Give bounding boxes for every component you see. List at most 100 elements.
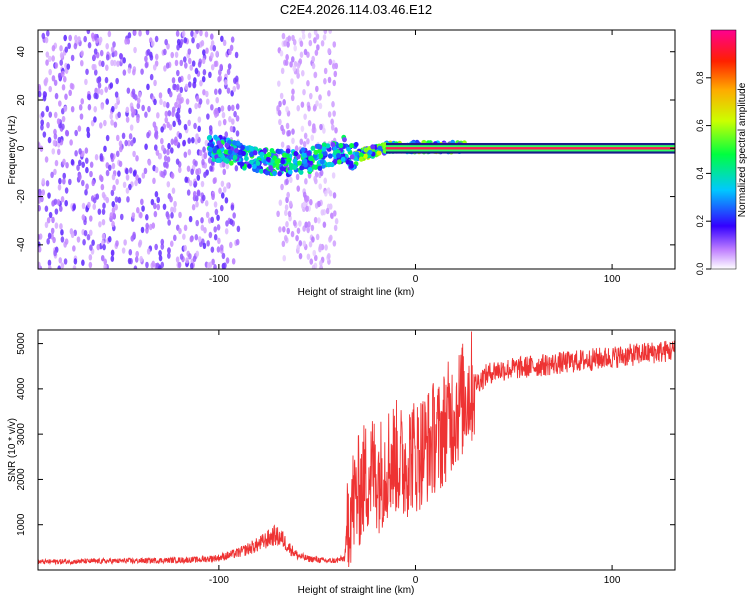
spectrogram-cell <box>41 189 45 195</box>
spectrogram-cell <box>280 184 284 190</box>
spectrogram-cell <box>65 130 69 136</box>
spectrogram-cell <box>174 136 178 142</box>
spectrogram-ridge-cell <box>234 148 239 153</box>
spectrogram-cell <box>194 103 198 109</box>
spectrogram-cell <box>168 110 172 116</box>
spectrogram-cell <box>114 204 118 210</box>
spectrogram-cell <box>306 195 310 201</box>
spectrogram-cell <box>179 60 183 66</box>
spectrogram-data <box>36 27 675 271</box>
spectrogram-cell <box>311 225 315 231</box>
spectrogram-cell <box>299 253 303 259</box>
spectrogram-cell <box>102 192 106 198</box>
spectrogram-ridge-cell <box>263 148 268 153</box>
spectrogram-cell <box>191 137 195 143</box>
spectrogram-cell <box>227 105 231 111</box>
spectrogram-ridge-cell <box>244 156 249 161</box>
spectrogram-cell <box>291 128 295 134</box>
spectrogram-cell <box>115 240 119 246</box>
spectrogram-cell <box>285 178 289 184</box>
spectrogram-cell <box>123 239 127 245</box>
spectrogram-cell <box>87 202 91 208</box>
spectrogram-cell <box>89 262 93 268</box>
spectrogram-cell <box>185 257 189 263</box>
spectrogram-ridge-cell <box>219 143 224 148</box>
spectrogram-cell <box>53 140 57 146</box>
spectrogram-cell <box>128 249 132 255</box>
spectrogram-cell <box>208 72 212 78</box>
spectrogram-cell <box>291 89 295 95</box>
spectrogram-cell <box>186 98 190 104</box>
spectrogram-cell <box>216 215 220 221</box>
spectrogram-cell <box>169 91 173 97</box>
spectrogram-cell <box>65 187 69 193</box>
spectrogram-cell <box>69 139 73 145</box>
spectrogram-cell <box>281 68 285 74</box>
spectrogram-cell <box>45 206 49 212</box>
spectrogram-ytick-label: 20 <box>16 94 27 106</box>
spectrogram-cell <box>117 112 121 118</box>
spectrogram-cell <box>88 42 92 48</box>
spectrogram-cell <box>58 73 62 79</box>
spectrogram-cell <box>62 84 66 90</box>
spectrogram-cell <box>61 262 65 268</box>
spectrogram-cell <box>105 77 109 83</box>
spectrogram-cell <box>167 156 171 162</box>
spectrogram-cell <box>195 251 199 257</box>
spectrogram-ridge-cell <box>333 159 338 164</box>
spectrogram-cell <box>293 220 297 226</box>
spectrogram-cell <box>278 119 282 125</box>
spectrogram-cell <box>110 153 114 159</box>
spectrogram-cell <box>55 93 59 99</box>
spectrogram-cell <box>51 148 55 154</box>
spectrogram-cell <box>139 212 143 218</box>
spectrogram-cell <box>144 168 148 174</box>
spectrogram-ridge-cell <box>354 142 359 147</box>
spectrogram-cell <box>82 214 86 220</box>
spectrogram-cell <box>141 105 145 111</box>
colorbar-tick-label: 0.4 <box>695 167 705 180</box>
spectrogram-cell <box>318 94 322 100</box>
spectrogram-cell <box>206 240 210 246</box>
spectrogram-cell <box>59 223 63 229</box>
spectrogram-cell <box>214 201 218 207</box>
spectrogram-cell <box>115 91 119 97</box>
spectrogram-cell <box>230 126 234 132</box>
figure-title: C2E4.2026.114.03.46.E12 <box>280 2 432 17</box>
spectrogram-cell <box>80 98 84 104</box>
spectrogram-cell <box>178 167 182 173</box>
spectrogram-cell <box>48 86 52 92</box>
spectrogram-cell <box>278 226 282 232</box>
spectrogram-cell <box>180 254 184 260</box>
spectrogram-cell <box>193 256 197 262</box>
spectrogram-cell <box>65 162 69 168</box>
spectrogram-cell <box>213 178 217 184</box>
spectrogram-ridge-cell <box>217 149 222 154</box>
spectrogram-cell <box>203 243 207 249</box>
spectrogram-cell <box>170 212 174 218</box>
spectrogram-cell <box>110 212 114 218</box>
spectrogram-cell <box>99 122 103 128</box>
spectrogram-cell <box>280 125 284 131</box>
spectrogram-ridge-cell <box>229 160 234 165</box>
spectrogram-cell <box>309 40 313 46</box>
spectrogram-cell <box>58 184 62 190</box>
spectrogram-cell <box>153 99 157 105</box>
spectrogram-cell <box>178 228 182 234</box>
spectrogram-cell <box>196 43 200 49</box>
spectrogram-cell <box>187 120 191 126</box>
spectrogram-cell <box>45 77 49 83</box>
colorbar-gradient <box>711 30 736 269</box>
spectrogram-cell <box>177 39 181 45</box>
spectrogram-cell <box>286 41 290 47</box>
spectrogram-cell <box>59 59 63 65</box>
spectrogram-ridge-cell <box>297 160 302 165</box>
spectrogram-cell <box>145 223 149 229</box>
spectrogram-cell <box>218 188 222 194</box>
spectrogram-cell <box>312 63 316 69</box>
spectrogram-cell <box>321 40 325 46</box>
spectrogram-cell <box>280 50 284 56</box>
spectrogram-ridge-cell <box>266 157 271 162</box>
spectrogram-cell <box>333 192 337 198</box>
spectrogram-cell <box>132 69 136 75</box>
